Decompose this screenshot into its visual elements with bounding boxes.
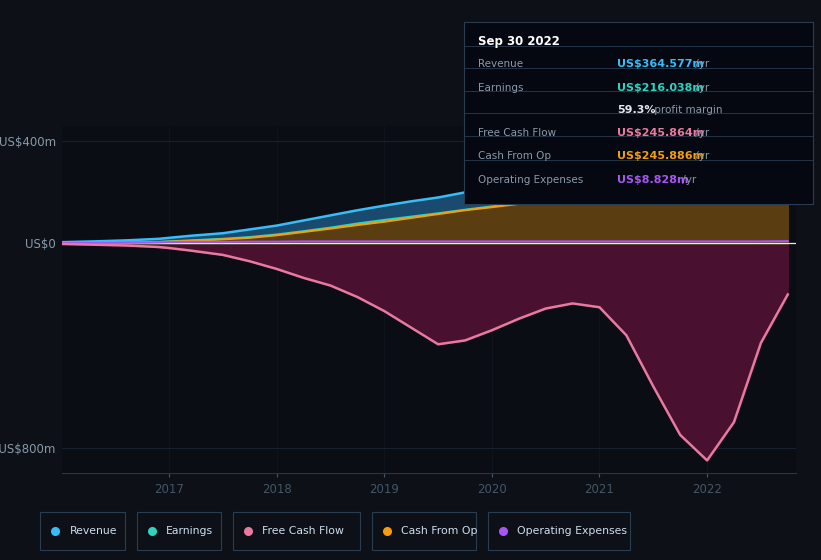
- Text: US$245.886m: US$245.886m: [617, 151, 704, 161]
- Text: /yr: /yr: [692, 83, 709, 94]
- Text: Earnings: Earnings: [478, 83, 523, 94]
- Text: Operating Expenses: Operating Expenses: [478, 175, 583, 185]
- Text: Free Cash Flow: Free Cash Flow: [478, 128, 556, 138]
- Text: Revenue: Revenue: [478, 59, 523, 69]
- Text: Earnings: Earnings: [166, 526, 213, 535]
- Text: /yr: /yr: [692, 151, 709, 161]
- Text: /yr: /yr: [692, 59, 709, 69]
- Text: US$364.577m: US$364.577m: [617, 59, 704, 69]
- Text: Free Cash Flow: Free Cash Flow: [263, 526, 344, 535]
- Text: Sep 30 2022: Sep 30 2022: [478, 35, 560, 48]
- Text: profit margin: profit margin: [651, 105, 723, 115]
- Text: /yr: /yr: [679, 175, 696, 185]
- Text: Cash From Op: Cash From Op: [478, 151, 551, 161]
- Text: /yr: /yr: [692, 128, 709, 138]
- Text: Cash From Op: Cash From Op: [401, 526, 478, 535]
- Text: US$8.828m: US$8.828m: [617, 175, 689, 185]
- Text: US$216.038m: US$216.038m: [617, 83, 704, 94]
- Text: 59.3%: 59.3%: [617, 105, 656, 115]
- Text: Revenue: Revenue: [70, 526, 117, 535]
- Text: Operating Expenses: Operating Expenses: [517, 526, 627, 535]
- Text: US$245.864m: US$245.864m: [617, 128, 704, 138]
